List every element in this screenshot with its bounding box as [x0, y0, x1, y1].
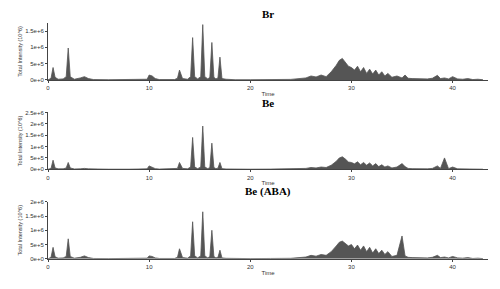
svg-text:20: 20: [247, 85, 254, 91]
svg-text:2.5e+6: 2.5e+6: [25, 110, 44, 116]
svg-text:Be: Be: [262, 97, 274, 109]
svg-text:30: 30: [348, 85, 355, 91]
svg-text:40: 40: [449, 85, 456, 91]
svg-text:2e+6: 2e+6: [30, 199, 44, 205]
svg-text:Total Intensity (10^6): Total Intensity (10^6): [17, 205, 23, 256]
svg-text:Time: Time: [261, 270, 275, 276]
svg-text:1e+6: 1e+6: [30, 227, 44, 233]
svg-text:Total Intensity (10^6): Total Intensity (10^6): [17, 115, 23, 166]
svg-text:1e+6: 1e+6: [30, 44, 44, 50]
svg-text:1e+6: 1e+6: [30, 144, 44, 150]
svg-text:Time: Time: [261, 91, 275, 97]
svg-text:Br: Br: [262, 8, 274, 20]
svg-text:10: 10: [146, 264, 153, 270]
svg-text:0e+0: 0e+0: [30, 166, 44, 172]
svg-text:5e+5: 5e+5: [30, 155, 44, 161]
svg-text:20: 20: [247, 175, 254, 181]
svg-text:30: 30: [348, 264, 355, 270]
svg-text:0: 0: [46, 175, 50, 181]
svg-text:1.5e+6: 1.5e+6: [25, 132, 44, 138]
svg-text:5e+5: 5e+5: [30, 61, 44, 67]
svg-text:10: 10: [146, 175, 153, 181]
svg-text:20: 20: [247, 264, 254, 270]
svg-text:0e+0: 0e+0: [30, 77, 44, 83]
svg-text:Total Intensity (10^6): Total Intensity (10^6): [17, 26, 23, 77]
svg-text:0: 0: [46, 264, 50, 270]
svg-text:30: 30: [348, 175, 355, 181]
svg-text:2e+6: 2e+6: [30, 121, 44, 127]
svg-text:40: 40: [449, 175, 456, 181]
svg-text:1.5e+6: 1.5e+6: [25, 213, 44, 219]
svg-text:1.5e+6: 1.5e+6: [25, 28, 44, 34]
svg-text:5e+5: 5e+5: [30, 242, 44, 248]
svg-text:10: 10: [146, 85, 153, 91]
svg-text:Be (ABA): Be (ABA): [245, 185, 291, 198]
svg-text:40: 40: [449, 264, 456, 270]
svg-text:0e+0: 0e+0: [30, 256, 44, 262]
svg-text:Time: Time: [261, 180, 275, 186]
svg-text:0: 0: [46, 85, 50, 91]
